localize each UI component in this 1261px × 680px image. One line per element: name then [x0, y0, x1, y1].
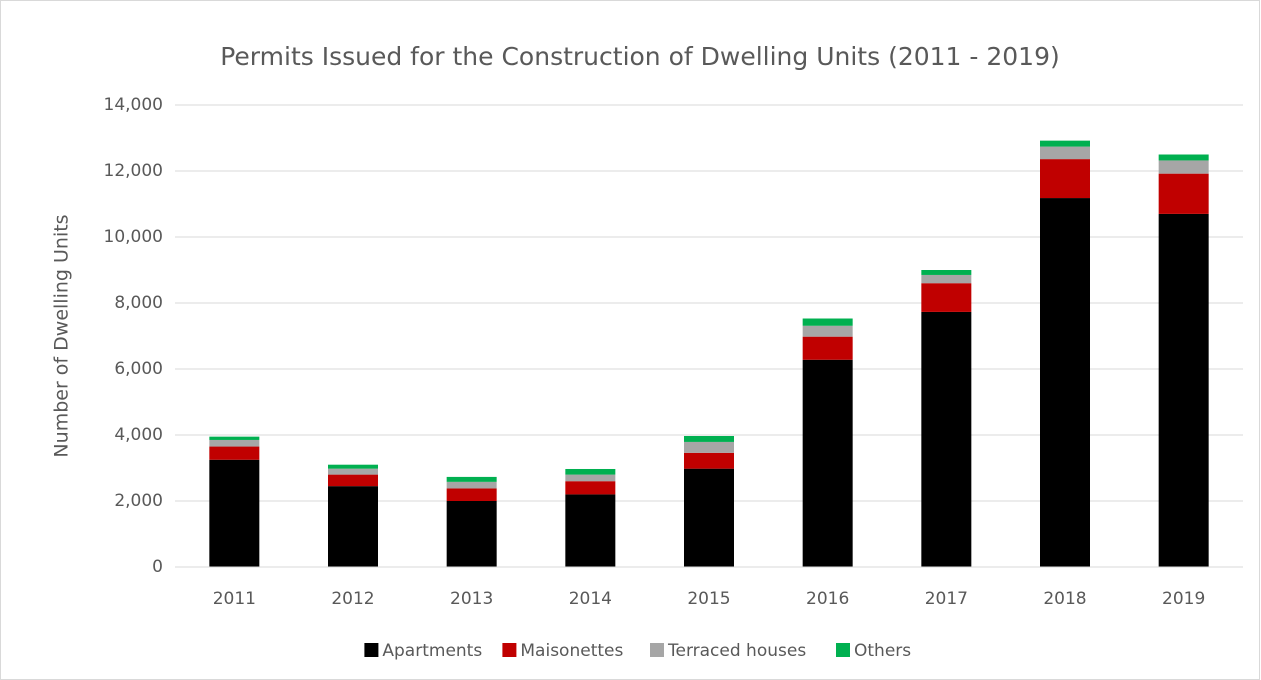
- y-tick-label: 14,000: [104, 95, 163, 115]
- legend-label: Maisonettes: [520, 641, 623, 661]
- y-tick-label: 6,000: [114, 359, 163, 379]
- bar-segment: [684, 435, 734, 442]
- y-tick-label: 12,000: [104, 161, 163, 181]
- bar-segment: [802, 336, 853, 360]
- bar-segment: [921, 274, 972, 284]
- bar-segment: [802, 359, 853, 567]
- legend-swatch: [364, 643, 379, 657]
- bar-segment: [446, 488, 497, 501]
- y-axis-label: Number of Dwelling Units: [51, 214, 73, 457]
- bar-segment: [1040, 159, 1090, 199]
- bar-segment: [684, 468, 734, 567]
- x-tick-label: 2015: [687, 589, 730, 609]
- bar-segment: [328, 486, 378, 567]
- bar-segment: [1158, 213, 1209, 567]
- bar-segment: [565, 474, 616, 482]
- x-tick-label: 2013: [450, 589, 493, 609]
- bar-segment: [1040, 146, 1090, 160]
- bar-segment: [921, 283, 972, 312]
- x-tick-label: 2016: [806, 589, 849, 609]
- bar-segment: [446, 476, 497, 482]
- legend-label: Apartments: [382, 641, 482, 661]
- bar-segment: [684, 441, 734, 453]
- legend-swatch: [650, 643, 664, 657]
- legend-swatch: [502, 643, 517, 657]
- legend-swatch: [836, 643, 850, 657]
- x-tick-label: 2017: [925, 589, 968, 609]
- bar-segment: [209, 459, 260, 567]
- bar-segment: [565, 468, 616, 475]
- y-tick-label: 8,000: [114, 293, 163, 313]
- bar-segment: [1158, 154, 1209, 161]
- bar-segment: [684, 452, 734, 469]
- bar-segment: [209, 439, 260, 447]
- bar-segment: [1040, 198, 1090, 567]
- bar-segment: [446, 501, 497, 567]
- bar-segment: [802, 318, 853, 326]
- x-tick-label: 2012: [331, 589, 374, 609]
- y-tick-label: 10,000: [104, 227, 163, 247]
- bar-segment: [802, 325, 853, 337]
- bar-segment: [209, 436, 260, 440]
- bar-segment: [209, 446, 260, 460]
- y-tick-label: 0: [152, 557, 163, 577]
- bar-segment: [921, 311, 972, 567]
- x-tick-label: 2018: [1043, 589, 1086, 609]
- bar-segment: [328, 464, 378, 469]
- legend-label: Others: [854, 641, 911, 661]
- bar-segment: [1040, 140, 1090, 147]
- legend-label: Terraced houses: [667, 641, 806, 661]
- x-tick-label: 2011: [213, 589, 256, 609]
- bar-segment: [565, 494, 616, 567]
- x-tick-label: 2014: [569, 589, 612, 609]
- bar-segment: [328, 468, 378, 475]
- bar-segment: [446, 481, 497, 489]
- y-tick-label: 2,000: [114, 491, 163, 511]
- x-tick-label: 2019: [1162, 589, 1205, 609]
- bar-segment: [1158, 173, 1209, 214]
- chart-title: Permits Issued for the Construction of D…: [220, 42, 1060, 71]
- bar-segment: [1158, 160, 1209, 174]
- bar-segment: [565, 481, 616, 495]
- bar-segment: [328, 474, 378, 487]
- y-tick-label: 4,000: [114, 425, 163, 445]
- bar-segment: [921, 270, 972, 275]
